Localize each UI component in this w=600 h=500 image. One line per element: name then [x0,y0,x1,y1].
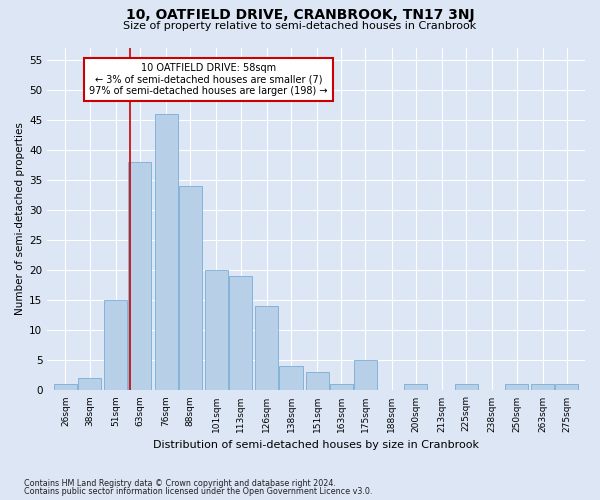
Text: 10, OATFIELD DRIVE, CRANBROOK, TN17 3NJ: 10, OATFIELD DRIVE, CRANBROOK, TN17 3NJ [125,8,475,22]
Bar [229,276,252,390]
Bar [255,306,278,390]
Bar [305,372,329,390]
Bar [555,384,578,390]
Bar [179,186,202,390]
Bar [404,384,427,390]
Bar [330,384,353,390]
Bar [54,384,77,390]
Bar [128,162,151,390]
Bar [531,384,554,390]
Bar [280,366,302,390]
Bar [354,360,377,390]
Bar [78,378,101,390]
Bar [155,114,178,390]
Bar [205,270,228,390]
Text: 10 OATFIELD DRIVE: 58sqm
← 3% of semi-detached houses are smaller (7)
97% of sem: 10 OATFIELD DRIVE: 58sqm ← 3% of semi-de… [89,63,328,96]
Bar [505,384,528,390]
Y-axis label: Number of semi-detached properties: Number of semi-detached properties [15,122,25,316]
Text: Size of property relative to semi-detached houses in Cranbrook: Size of property relative to semi-detach… [124,21,476,31]
X-axis label: Distribution of semi-detached houses by size in Cranbrook: Distribution of semi-detached houses by … [153,440,479,450]
Text: Contains HM Land Registry data © Crown copyright and database right 2024.: Contains HM Land Registry data © Crown c… [24,478,336,488]
Text: Contains public sector information licensed under the Open Government Licence v3: Contains public sector information licen… [24,487,373,496]
Bar [455,384,478,390]
Bar [104,300,127,390]
